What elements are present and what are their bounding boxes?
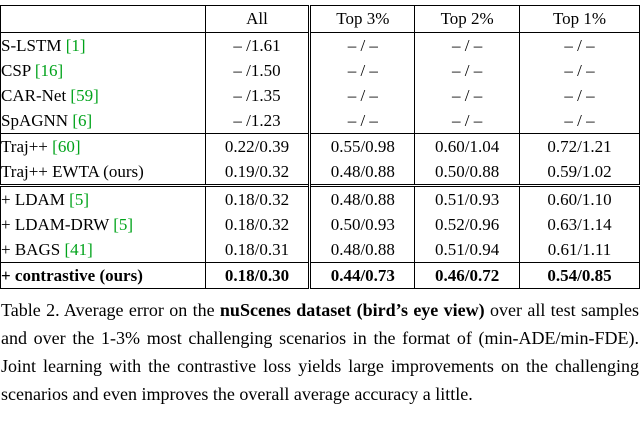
method-name: + LDAM-DRW — [1, 214, 114, 234]
cell-top1: 0.63/1.14 — [547, 214, 612, 234]
cell-top2: – / – — [414, 108, 521, 134]
cell-all: – /1.61 — [205, 32, 312, 58]
table-row: CAR-Net [59] – /1.35 – / – – / – – / – — [0, 83, 640, 108]
col-header-top1: Top 1% — [519, 5, 640, 33]
cell-top1: 0.59/1.02 — [547, 161, 612, 181]
table-caption: Table 2. Average error on the nuScenes d… — [1, 296, 639, 408]
caption-text-end: over all test samples and over the 1-3% … — [1, 300, 640, 404]
table-row: CSP [16] – /1.50 – / – – / – – / – — [0, 58, 640, 83]
table-row: + contrastive (ours) 0.18/0.30 0.44/0.73… — [0, 262, 640, 289]
citation-link[interactable]: [6] — [72, 110, 93, 130]
cell-all: 0.22/0.39 — [205, 133, 312, 159]
method-name: SpAGNN — [1, 110, 73, 130]
citation-link[interactable]: [59] — [70, 85, 99, 105]
cell-all: – /1.23 — [205, 108, 312, 134]
cell-top3: 0.50/0.93 — [309, 212, 416, 237]
cell-all: 0.18/0.32 — [205, 184, 312, 212]
cell-top3: 0.55/0.98 — [309, 133, 416, 159]
cell-top1: 0.72/1.21 — [547, 136, 612, 156]
cell-top3: 0.48/0.88 — [309, 184, 416, 212]
table-row: + LDAM [5] 0.18/0.32 0.48/0.88 0.51/0.93… — [0, 184, 640, 212]
citation-link[interactable]: [1] — [65, 35, 86, 55]
cell-top2: 0.60/1.04 — [414, 133, 521, 159]
cell-top3: – / – — [309, 58, 416, 83]
col-header-top3: Top 3% — [309, 5, 416, 33]
col-header-top2: Top 2% — [414, 5, 521, 33]
cell-all: 0.18/0.31 — [205, 237, 312, 263]
citation-link[interactable]: [16] — [34, 60, 64, 80]
method-name: + contrastive (ours) — [1, 265, 143, 285]
cell-top3: 0.44/0.73 — [309, 262, 416, 289]
caption-text-start: Table 2. Average error on the — [1, 300, 220, 320]
method-name: S-LSTM — [1, 35, 66, 55]
cell-all: – /1.35 — [205, 83, 312, 108]
cell-top1: – / – — [519, 108, 640, 134]
cell-top1: 0.54/0.85 — [519, 262, 640, 289]
method-name: Traj++ — [1, 136, 53, 156]
table-row: + LDAM-DRW [5] 0.18/0.32 0.50/0.93 0.52/… — [0, 212, 640, 237]
method-name: + BAGS — [1, 239, 65, 259]
cell-top1: 0.60/1.10 — [519, 184, 640, 212]
table-row: SpAGNN [6] – /1.23 – / – – / – – / – — [0, 108, 640, 134]
cell-top3: 0.48/0.88 — [309, 159, 416, 186]
citation-link[interactable]: [41] — [64, 239, 93, 259]
citation-link[interactable]: [5] — [69, 189, 89, 209]
col-header-method — [0, 5, 206, 33]
caption-bold-phrase: nuScenes dataset (bird’s eye view) — [219, 300, 485, 320]
cell-top3: – / – — [309, 32, 416, 58]
cell-top1: 0.61/1.11 — [547, 239, 612, 259]
cell-top2: 0.52/0.96 — [414, 212, 521, 237]
citation-link[interactable]: [5] — [113, 214, 134, 234]
col-header-all: All — [205, 5, 312, 33]
cell-top2: 0.46/0.72 — [414, 262, 521, 289]
method-name: CAR-Net — [1, 85, 71, 105]
cell-top3: – / – — [309, 108, 416, 134]
method-name: + LDAM — [1, 189, 70, 209]
results-table: All Top 3% Top 2% Top 1% S-LSTM [1] – /1… — [0, 5, 640, 289]
table-row: Traj++ EWTA (ours) 0.19/0.32 0.48/0.88 0… — [0, 159, 640, 186]
method-name: CSP — [1, 60, 35, 80]
cell-top2: – / – — [414, 32, 521, 58]
table-row: + BAGS [41] 0.18/0.31 0.48/0.88 0.51/0.9… — [0, 237, 640, 263]
table-row: S-LSTM [1] – /1.61 – / – – / – – / – — [0, 32, 640, 58]
citation-link[interactable]: [60] — [52, 136, 81, 156]
cell-all: – /1.50 — [205, 58, 312, 83]
cell-top1: – / – — [564, 85, 595, 105]
cell-top2: 0.50/0.88 — [414, 159, 521, 186]
cell-all: 0.18/0.32 — [205, 212, 312, 237]
cell-top2: – / – — [414, 58, 521, 83]
method-name: Traj++ EWTA (ours) — [1, 161, 144, 181]
cell-top3: 0.48/0.88 — [309, 237, 416, 263]
cell-top1: – / – — [564, 60, 595, 80]
cell-top3: – / – — [309, 83, 416, 108]
cell-all: 0.18/0.30 — [205, 262, 312, 289]
table-row: Traj++ [60] 0.22/0.39 0.55/0.98 0.60/1.0… — [0, 133, 640, 159]
cell-top2: – / – — [414, 83, 521, 108]
cell-top2: 0.51/0.94 — [414, 237, 521, 263]
cell-top2: 0.51/0.93 — [414, 184, 521, 212]
header-row: All Top 3% Top 2% Top 1% — [0, 5, 640, 33]
cell-all: 0.19/0.32 — [205, 159, 312, 186]
cell-top1: – / – — [564, 35, 595, 55]
